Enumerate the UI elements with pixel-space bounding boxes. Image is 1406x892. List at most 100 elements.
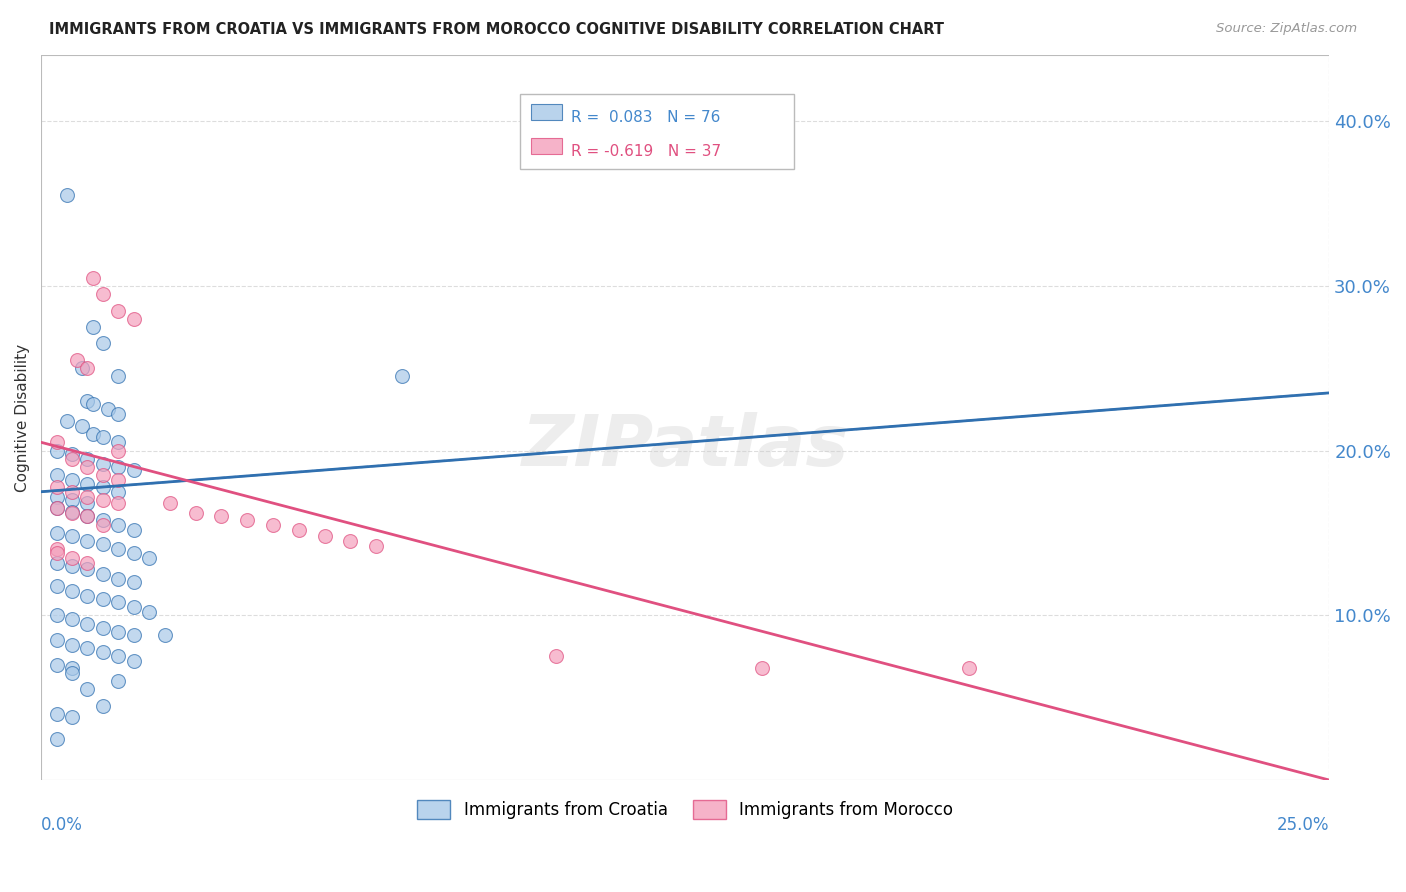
Point [122, 600, 145, 615]
Point [153, 628, 176, 642]
Point [45, 480, 67, 494]
Point [60, 583, 83, 598]
Point [56, 188, 79, 202]
Point [91, 537, 114, 551]
Point [45, 525, 67, 540]
Point [76, 490, 98, 504]
Point [45, 579, 67, 593]
Point [91, 517, 114, 532]
Point [107, 517, 129, 532]
Point [76, 641, 98, 656]
Point [82, 270, 104, 285]
Point [97, 402, 120, 417]
Point [60, 558, 83, 573]
Point [72, 418, 94, 433]
Point [546, 649, 568, 664]
Point [45, 501, 67, 516]
Point [45, 556, 67, 570]
Point [91, 591, 114, 606]
Point [76, 451, 98, 466]
Legend: Immigrants from Croatia, Immigrants from Morocco: Immigrants from Croatia, Immigrants from… [411, 794, 960, 826]
Point [107, 542, 129, 557]
Point [159, 496, 181, 510]
Point [45, 608, 67, 623]
Point [122, 655, 145, 669]
Point [82, 397, 104, 411]
Point [107, 496, 129, 510]
Text: R =  0.083   N = 76: R = 0.083 N = 76 [571, 110, 720, 125]
Point [91, 567, 114, 582]
Point [751, 661, 773, 675]
Point [107, 595, 129, 609]
Point [339, 534, 361, 549]
Point [60, 506, 83, 520]
Text: R = -0.619   N = 37: R = -0.619 N = 37 [571, 144, 721, 159]
Point [72, 361, 94, 376]
Point [262, 517, 284, 532]
Point [122, 311, 145, 326]
Point [138, 605, 160, 619]
Point [314, 529, 336, 543]
Text: Source: ZipAtlas.com: Source: ZipAtlas.com [1216, 22, 1357, 36]
Point [91, 493, 114, 508]
Point [91, 468, 114, 483]
Point [45, 490, 67, 504]
Point [60, 493, 83, 508]
Text: 0.0%: 0.0% [41, 816, 83, 834]
Point [364, 539, 387, 553]
Point [122, 575, 145, 590]
Point [107, 303, 129, 318]
Point [184, 506, 207, 520]
Point [76, 589, 98, 603]
Point [91, 698, 114, 713]
Point [211, 509, 233, 524]
Point [45, 435, 67, 450]
Point [56, 414, 79, 428]
Point [76, 496, 98, 510]
Point [45, 707, 67, 722]
Point [60, 710, 83, 724]
Point [45, 542, 67, 557]
Text: ZIPatlas: ZIPatlas [522, 412, 849, 481]
Point [957, 661, 980, 675]
Point [76, 534, 98, 549]
Point [45, 657, 67, 672]
Point [76, 556, 98, 570]
Point [76, 616, 98, 631]
Point [45, 501, 67, 516]
Point [82, 320, 104, 334]
Point [45, 468, 67, 483]
Point [60, 611, 83, 625]
Point [76, 460, 98, 475]
Point [76, 394, 98, 409]
Point [107, 649, 129, 664]
Text: IMMIGRANTS FROM CROATIA VS IMMIGRANTS FROM MOROCCO COGNITIVE DISABILITY CORRELAT: IMMIGRANTS FROM CROATIA VS IMMIGRANTS FR… [49, 22, 945, 37]
Point [91, 457, 114, 471]
Point [60, 638, 83, 652]
Point [91, 513, 114, 527]
Point [66, 353, 89, 368]
Point [107, 460, 129, 475]
Point [76, 509, 98, 524]
Point [107, 369, 129, 384]
Point [60, 529, 83, 543]
Point [45, 633, 67, 648]
Point [391, 369, 413, 384]
Point [138, 550, 160, 565]
Point [107, 484, 129, 499]
Point [76, 682, 98, 697]
Point [45, 546, 67, 560]
Point [107, 435, 129, 450]
Point [76, 476, 98, 491]
Point [107, 572, 129, 586]
Point [60, 665, 83, 680]
Point [107, 674, 129, 689]
Point [60, 661, 83, 675]
Point [60, 484, 83, 499]
Point [91, 287, 114, 301]
Point [91, 480, 114, 494]
Point [91, 430, 114, 444]
Point [107, 443, 129, 458]
Point [287, 523, 309, 537]
Point [122, 628, 145, 642]
